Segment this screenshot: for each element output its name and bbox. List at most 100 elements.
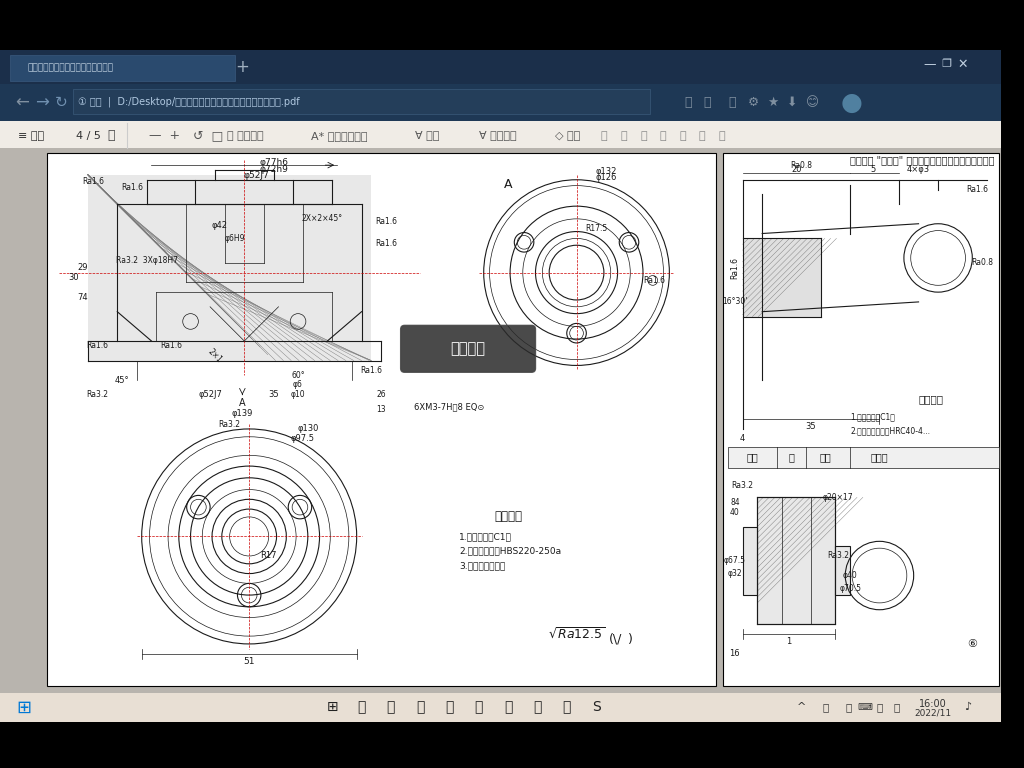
Text: φ32: φ32 (727, 569, 742, 578)
Text: 29: 29 (78, 263, 88, 272)
Text: Ra1.6: Ra1.6 (87, 342, 109, 350)
Text: 🔍: 🔍 (108, 129, 115, 142)
Text: A* 朗读此页内容: A* 朗读此页内容 (310, 131, 368, 141)
Text: Ra3.2: Ra3.2 (827, 551, 850, 561)
Text: 3.未削发量标准。: 3.未削发量标准。 (460, 561, 506, 571)
Text: 🔋: 🔋 (894, 703, 900, 713)
Text: 📄 页面视图: 📄 页面视图 (226, 131, 263, 141)
Text: 🔍: 🔍 (684, 96, 691, 109)
Text: 弹簧套: 弹簧套 (870, 452, 888, 462)
Text: 🔔: 🔔 (877, 703, 883, 713)
Text: ⊞: ⊞ (16, 698, 32, 717)
Text: φ52J7: φ52J7 (199, 390, 222, 399)
Text: ): ) (628, 633, 633, 646)
Bar (10, 55, 234, 81)
Text: 2022/11: 2022/11 (914, 709, 951, 718)
Text: 技术要求: 技术要求 (495, 511, 522, 524)
Text: 🔖: 🔖 (703, 96, 711, 109)
Text: 名称: 名称 (820, 452, 831, 462)
Text: Ra1.6: Ra1.6 (967, 185, 988, 194)
Text: φ126: φ126 (595, 174, 616, 182)
Text: ⬜: ⬜ (640, 131, 647, 141)
Text: ❐: ❐ (941, 59, 951, 69)
Text: φ10: φ10 (291, 390, 305, 399)
Text: 16: 16 (729, 649, 740, 658)
Text: R17: R17 (260, 551, 276, 561)
Bar (0, 121, 1000, 151)
Text: 1: 1 (786, 637, 792, 647)
Bar (0, 693, 49, 722)
Text: 84: 84 (730, 498, 739, 507)
Text: ∀ 绘制: ∀ 绘制 (416, 131, 439, 141)
Text: ⌨: ⌨ (857, 703, 872, 713)
Text: 技术要求: 技术要求 (919, 395, 943, 405)
Text: φ20×17: φ20×17 (823, 493, 854, 502)
Text: R17.5: R17.5 (585, 224, 607, 233)
Bar (742, 527, 758, 595)
Text: φ70.5: φ70.5 (839, 584, 861, 593)
Text: 51: 51 (244, 657, 255, 666)
Text: 2X×2×45°: 2X×2×45° (302, 214, 343, 223)
Text: 1.未注倒角为C1。: 1.未注倒角为C1。 (460, 532, 512, 541)
Text: 40: 40 (730, 508, 739, 517)
Text: 2.表处理层硬度为HRC40-4...: 2.表处理层硬度为HRC40-4... (850, 426, 930, 435)
Text: +: + (236, 58, 249, 76)
Text: 60°: 60° (291, 371, 305, 379)
Bar (0, 50, 1000, 84)
Text: Ra1.6: Ra1.6 (644, 276, 666, 285)
Text: φ42: φ42 (212, 221, 228, 230)
Text: A: A (239, 398, 246, 408)
Text: 30: 30 (68, 273, 79, 282)
Bar (74, 89, 650, 114)
Text: 74: 74 (78, 293, 88, 302)
Text: Ra1.6: Ra1.6 (82, 177, 103, 186)
Text: Ra3.2: Ra3.2 (732, 481, 754, 490)
Text: ⬇: ⬇ (786, 96, 797, 109)
Bar (0, 722, 1000, 760)
Text: ⑥: ⑥ (968, 639, 977, 649)
Text: $\sqrt{Ra12.5}$: $\sqrt{Ra12.5}$ (548, 627, 605, 642)
Text: ⬜: ⬜ (698, 131, 706, 141)
Text: ⬜: ⬜ (601, 131, 607, 141)
Text: Ra3.2: Ra3.2 (219, 419, 241, 429)
Text: ① 文件  |  D:/Desktop/成图人赛第十四届机械类计算机绘图试卷.pdf: ① 文件 | D:/Desktop/成图人赛第十四届机械类计算机绘图试卷.pdf (78, 96, 300, 107)
Text: ≡ 目录: ≡ 目录 (17, 131, 44, 141)
Text: ●: ● (841, 91, 862, 114)
Text: ↻: ↻ (54, 95, 68, 110)
Text: 2.调质处理硬度HBS220-250a: 2.调质处理硬度HBS220-250a (460, 547, 561, 555)
Text: 16:00: 16:00 (920, 699, 947, 709)
Text: 35: 35 (806, 422, 816, 432)
Text: Ra1.6: Ra1.6 (730, 257, 739, 279)
Text: ✕: ✕ (957, 58, 968, 71)
Text: φ139: φ139 (231, 409, 253, 418)
Text: φ67.5: φ67.5 (724, 556, 745, 565)
Text: 成图大赛第十四届机械类计算机绘图: 成图大赛第十四届机械类计算机绘图 (28, 63, 114, 72)
Text: ⊞: ⊞ (327, 700, 338, 714)
Text: 📔: 📔 (475, 700, 483, 714)
Text: 16°30': 16°30' (722, 297, 748, 306)
Text: φ97.5: φ97.5 (291, 434, 315, 443)
Text: φ6H9: φ6H9 (224, 234, 245, 243)
Text: 4×φ3: 4×φ3 (907, 165, 930, 174)
Text: 录屏开始: 录屏开始 (451, 341, 485, 356)
Text: 🔊: 🔊 (822, 703, 828, 713)
Text: Ra1.6: Ra1.6 (360, 366, 382, 375)
Text: ⬜: ⬜ (621, 131, 627, 141)
Text: →: → (35, 94, 49, 111)
Bar (88, 175, 372, 360)
Text: φ40: φ40 (843, 571, 857, 580)
Text: ^: ^ (797, 703, 806, 713)
Bar (742, 238, 821, 316)
Text: ★: ★ (767, 96, 778, 109)
Text: 第十四届 "商教杯" 全国大学生先进成图技术与产品信: 第十四届 "商教杯" 全国大学生先进成图技术与产品信 (850, 155, 994, 165)
Text: 🌐: 🌐 (728, 96, 735, 109)
Text: 🌐: 🌐 (416, 700, 424, 714)
Bar (728, 446, 998, 468)
Text: 件号: 件号 (746, 452, 759, 462)
Text: ⬜: ⬜ (679, 131, 686, 141)
Text: Ra3.2: Ra3.2 (87, 390, 109, 399)
Text: φ77h6: φ77h6 (259, 157, 288, 167)
Text: ↺  □: ↺ □ (194, 129, 223, 142)
Text: 45°: 45° (115, 376, 129, 385)
Text: A: A (504, 178, 512, 191)
